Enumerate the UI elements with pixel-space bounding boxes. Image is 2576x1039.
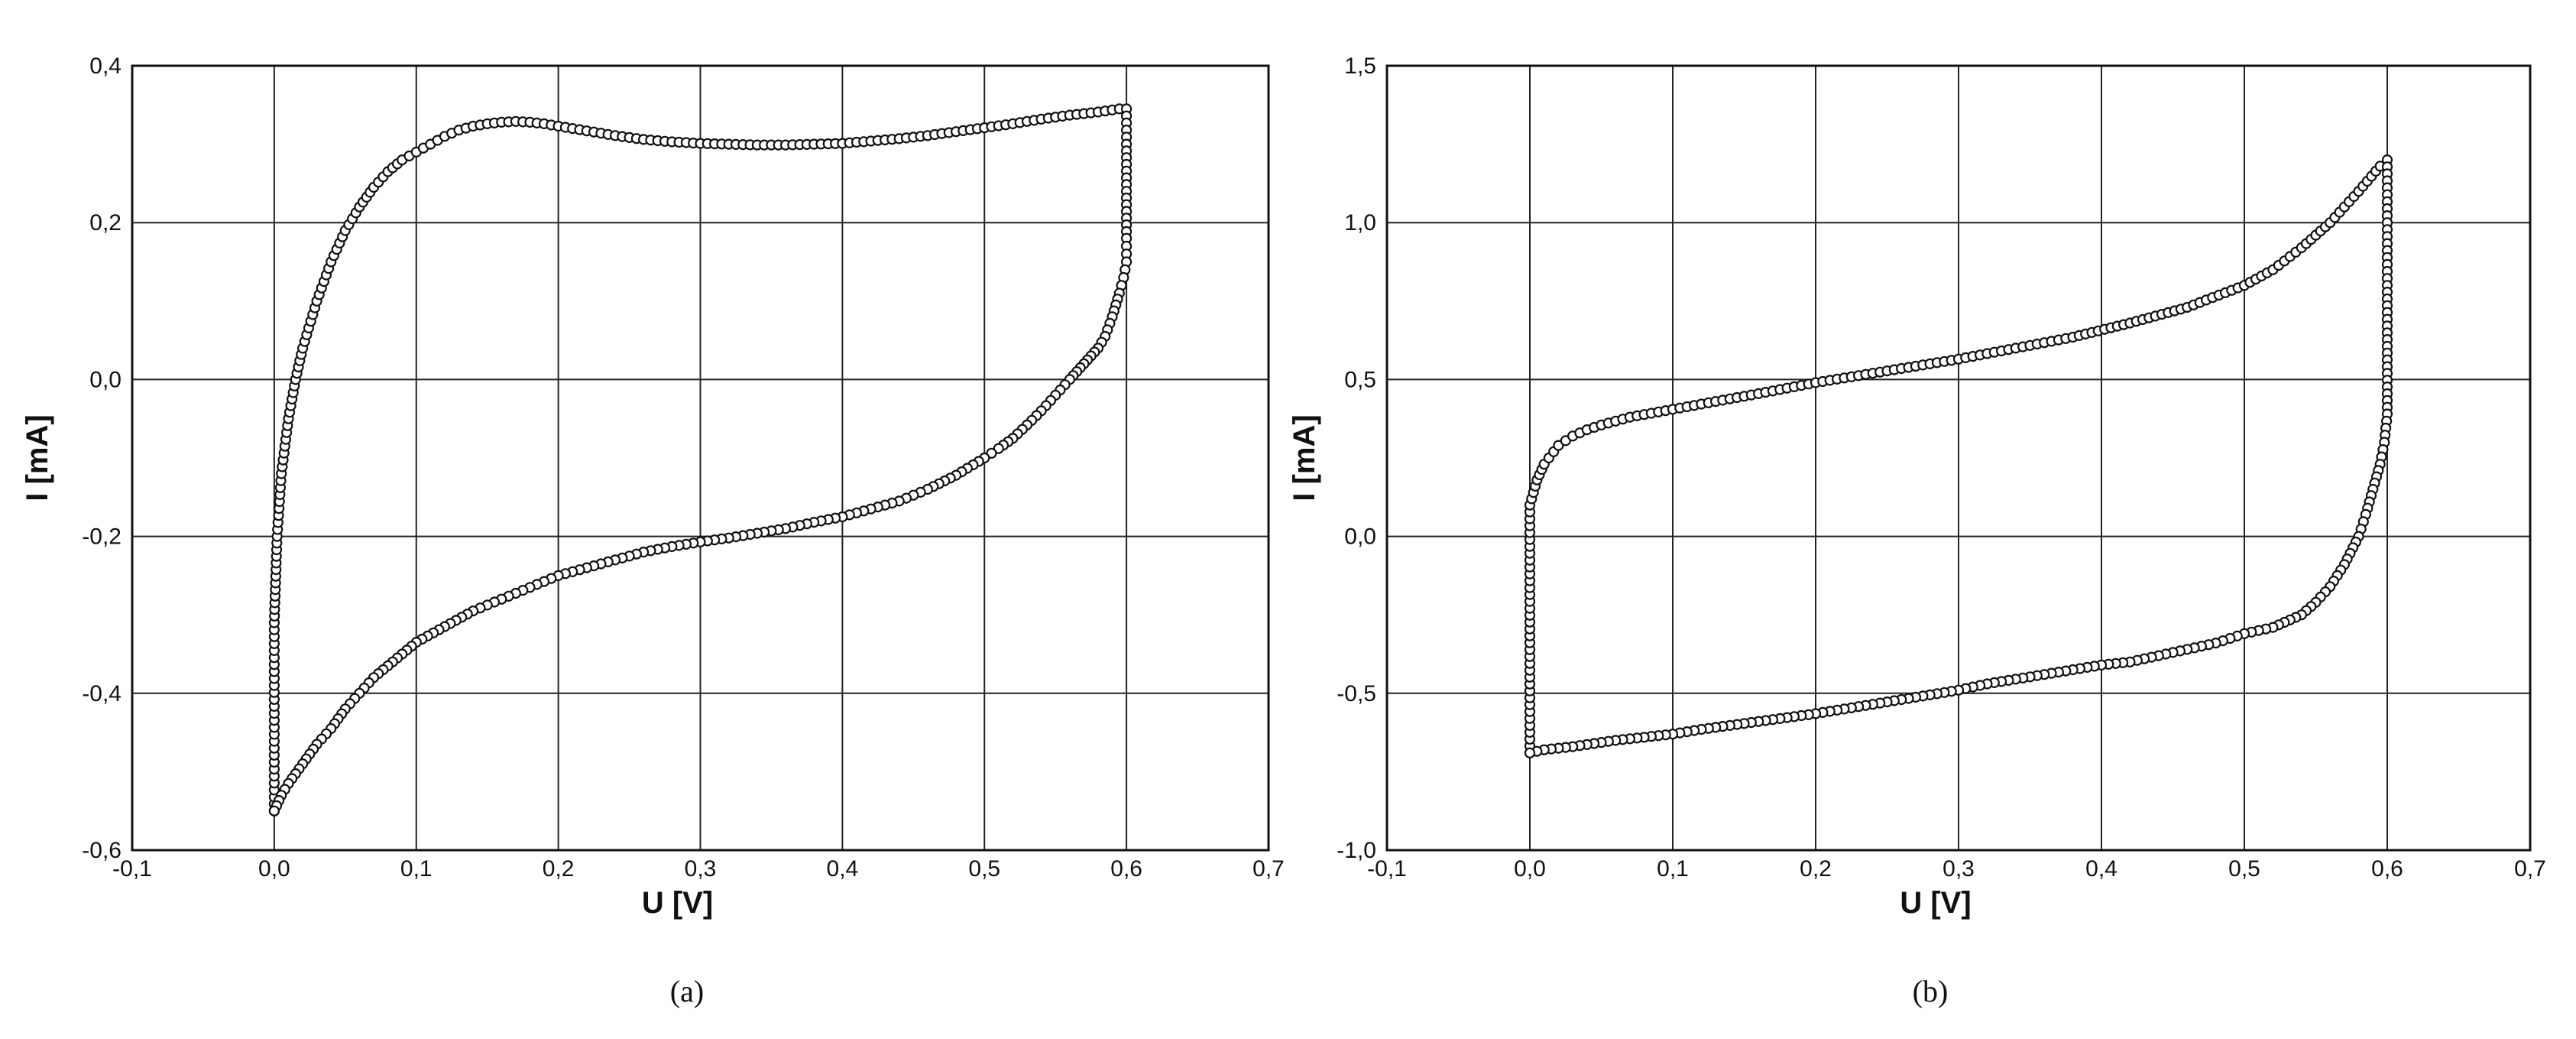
panel-b-x-tick-label: 0,7	[2514, 856, 2546, 882]
panel-b-caption: (b)	[1913, 974, 1949, 1008]
panel-b-x-tick-label: 0,0	[1514, 856, 1546, 882]
panel-a-x-tick-label: 0,0	[258, 856, 290, 882]
panel-a-y-tick-label: 0,2	[89, 210, 122, 235]
panel-a-data-point	[268, 805, 280, 817]
panel-b-y-tick-label: -0,5	[1337, 681, 1376, 706]
panel-a-x-tick-label: 0,4	[827, 856, 859, 882]
panel-b-y-tick-label: -1,0	[1337, 838, 1376, 863]
panel-a-y-tick-label: -0,6	[82, 838, 122, 863]
panel-b-x-tick-label: 0,6	[2371, 856, 2403, 882]
panel-b-y-tick-label: 0,5	[1344, 367, 1376, 392]
panel-a: (a) -0,1 0,0 0,1 0,2 0,3 0,4 0,5 0,6 0,7 -0,6 -0,4…	[21, 54, 1285, 1008]
panel-a-y-tick-label: -0,2	[82, 524, 122, 550]
panel-a-x-tick-label: 0,5	[968, 856, 1000, 882]
panel-a-y-tick-label: 0,0	[89, 367, 122, 392]
panel-b-x-tick-label: 0,2	[1800, 856, 1832, 882]
panel-a-y-tick-label: 0,4	[89, 54, 122, 79]
panel-b: (b) -0,1 0,0 0,1 0,2 0,3 0,4 0,5 0,6 0,7 -1,0 -0,5…	[1288, 54, 2546, 1008]
panel-b-x-tick-label: 0,1	[1657, 856, 1689, 882]
panel-a-caption: (a)	[670, 974, 704, 1008]
panel-b-x-tick-label: 0,5	[2228, 856, 2260, 882]
panel-b-x-tick-label: 0,4	[2085, 856, 2118, 882]
panel-a-x-tick-label: 0,7	[1252, 856, 1285, 882]
panel-a-x-tick-label: 0,3	[685, 856, 717, 882]
panel-a-y-axis-label: I [mA]	[21, 414, 54, 501]
panel-a-x-tick-label: 0,6	[1110, 856, 1142, 882]
panel-b-plot-frame	[1385, 64, 2532, 852]
panel-b-x-tick-label: 0,3	[1943, 856, 1975, 882]
panel-a-y-tick-label: -0,4	[82, 681, 122, 706]
panel-b-y-tick-label: 0,0	[1344, 524, 1376, 550]
panel-b-x-axis-label: U [V]	[1900, 886, 1971, 920]
panel-b-y-tick-label: 1,5	[1344, 54, 1376, 79]
panel-b-data-point	[1524, 747, 1536, 758]
panel-a-x-tick-label: 0,1	[400, 856, 433, 882]
panel-a-x-axis-label: U [V]	[642, 886, 713, 920]
panel-b-x-tick-label: -0,1	[1367, 856, 1407, 882]
panel-a-plot-frame	[131, 64, 1270, 852]
panel-b-y-tick-label: 1,0	[1344, 210, 1376, 235]
panel-a-x-tick-label: -0,1	[112, 856, 152, 882]
panel-b-y-axis-label: I [mA]	[1288, 414, 1321, 501]
panel-a-x-tick-label: 0,2	[543, 856, 575, 882]
